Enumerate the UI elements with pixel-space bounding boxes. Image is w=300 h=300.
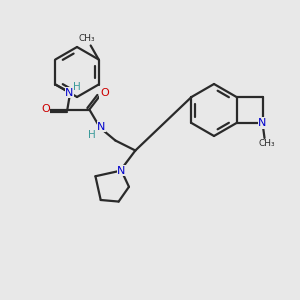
Text: N: N — [117, 166, 125, 176]
Text: N: N — [258, 118, 267, 128]
Text: O: O — [100, 88, 109, 98]
Text: CH₃: CH₃ — [258, 140, 275, 148]
Text: N: N — [97, 122, 106, 131]
Text: O: O — [41, 104, 50, 115]
Text: CH₃: CH₃ — [78, 34, 95, 43]
Text: H: H — [88, 130, 96, 140]
Text: H: H — [74, 82, 81, 92]
Text: N: N — [65, 88, 74, 98]
Text: N: N — [117, 166, 125, 176]
